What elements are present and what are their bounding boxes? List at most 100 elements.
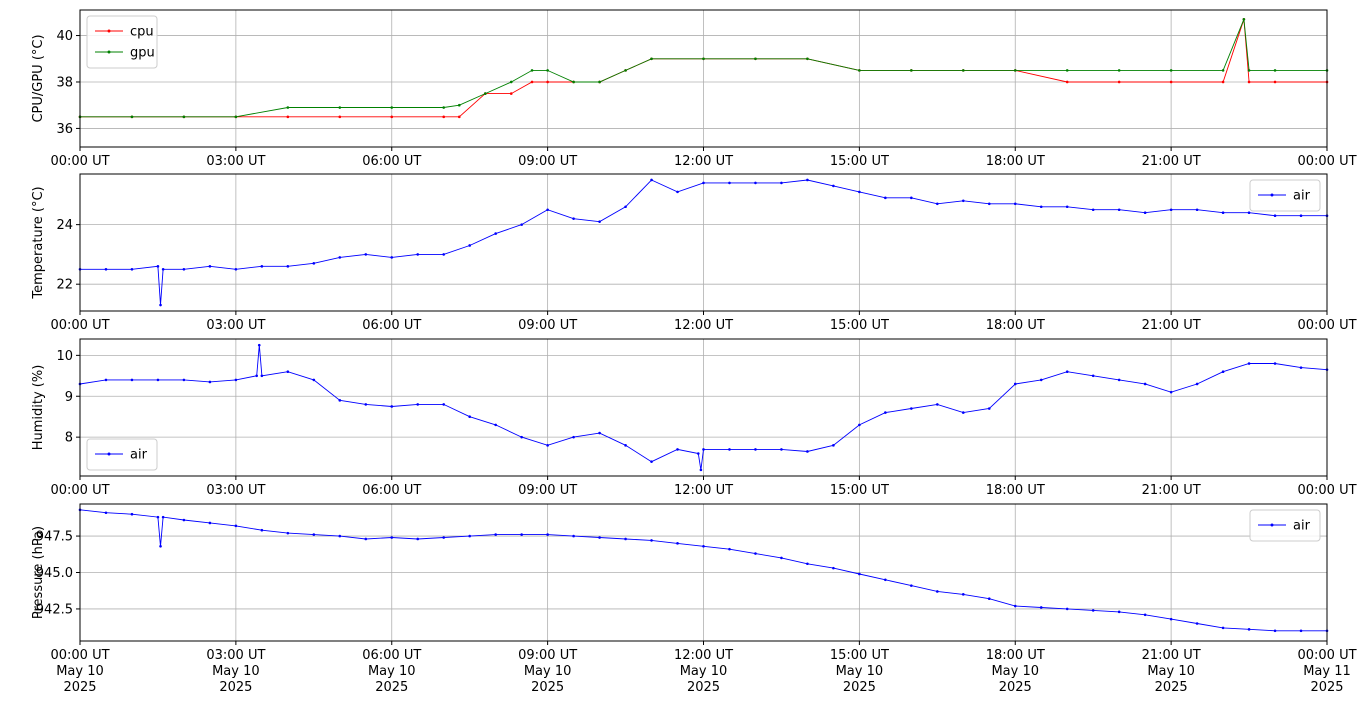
data-point-gpu bbox=[1273, 69, 1277, 72]
data-point-air bbox=[1065, 607, 1069, 611]
data-point-air bbox=[1247, 211, 1251, 215]
data-point-cpu bbox=[286, 115, 290, 119]
y-tick-label: 36 bbox=[56, 122, 73, 137]
data-point-air bbox=[884, 411, 887, 414]
data-point-gpu bbox=[509, 80, 513, 84]
data-point-air bbox=[728, 448, 731, 451]
data-point-gpu bbox=[1169, 69, 1173, 72]
legend-box bbox=[86, 438, 158, 471]
x-tick-label: 03:00 UT May 10 2025 bbox=[206, 648, 265, 695]
x-tick-label: 00:00 UT May 11 2025 bbox=[1297, 648, 1356, 695]
data-point-air bbox=[104, 511, 108, 515]
data-point-cpu bbox=[546, 80, 549, 84]
x-tick-label: 15:00 UT May 10 2025 bbox=[830, 648, 889, 695]
data-point-air bbox=[858, 190, 861, 194]
data-point-air bbox=[468, 534, 471, 538]
data-point-gpu bbox=[234, 115, 238, 119]
data-point-air bbox=[286, 370, 290, 374]
chart-panel-3: 00:00 UT 03:00 UT 06:00 UT 09:00 UT 12:00 UT… bbox=[31, 338, 1357, 498]
data-point-air bbox=[1039, 606, 1043, 609]
legend: air bbox=[86, 438, 158, 471]
data-point-cpu bbox=[1169, 80, 1173, 84]
legend-marker-air bbox=[1270, 193, 1274, 197]
data-point-air bbox=[1273, 214, 1277, 217]
data-point-air bbox=[390, 256, 394, 259]
data-point-air bbox=[159, 303, 162, 307]
data-point-air bbox=[130, 378, 134, 382]
data-point-air bbox=[520, 533, 523, 536]
data-point-air bbox=[858, 572, 861, 576]
data-point-air bbox=[624, 444, 627, 447]
data-point-air bbox=[546, 533, 549, 536]
data-point-air bbox=[312, 533, 316, 536]
data-point-air bbox=[598, 431, 601, 435]
data-point-air bbox=[1247, 362, 1251, 365]
legend-label-air: air bbox=[130, 448, 148, 463]
x-tick-label: 09:00 UT bbox=[518, 318, 577, 333]
data-point-air bbox=[390, 536, 394, 539]
data-point-air bbox=[858, 423, 861, 427]
data-point-air bbox=[987, 597, 991, 601]
x-tick-label: 21:00 UT May 10 2025 bbox=[1142, 648, 1201, 695]
x-tick-label: 21:00 UT bbox=[1142, 154, 1201, 169]
data-point-air bbox=[832, 566, 835, 570]
chart-panel-1: 00:00 UT 03:00 UT 06:00 UT 09:00 UT 12:00 UT… bbox=[31, 9, 1357, 169]
data-point-air bbox=[1273, 629, 1277, 633]
data-point-air bbox=[1195, 622, 1199, 625]
data-point-air bbox=[987, 407, 991, 410]
legend-marker-air bbox=[107, 452, 111, 456]
y-tick-label: 24 bbox=[56, 218, 73, 233]
x-tick-label: 00:00 UT bbox=[1297, 154, 1356, 169]
data-point-gpu bbox=[483, 92, 487, 95]
data-point-air bbox=[208, 265, 212, 268]
data-point-gpu bbox=[1221, 69, 1225, 72]
x-tick-label: 00:00 UT May 10 2025 bbox=[50, 648, 109, 695]
x-tick-label: 21:00 UT bbox=[1142, 483, 1201, 498]
data-point-gpu bbox=[650, 57, 653, 61]
y-tick-label: 8 bbox=[65, 431, 73, 446]
data-point-gpu bbox=[572, 80, 575, 84]
x-tick-label: 15:00 UT bbox=[830, 318, 889, 333]
data-point-air bbox=[624, 537, 627, 541]
data-point-air bbox=[1143, 613, 1147, 617]
legend-label-gpu: gpu bbox=[130, 46, 155, 61]
legend-box bbox=[1249, 509, 1321, 542]
data-point-air bbox=[182, 518, 186, 522]
x-tick-label: 03:00 UT bbox=[206, 154, 265, 169]
data-point-air bbox=[676, 448, 679, 451]
data-point-gpu bbox=[624, 69, 627, 72]
data-point-air bbox=[520, 223, 523, 226]
data-point-air bbox=[1221, 626, 1225, 630]
data-point-air bbox=[884, 196, 887, 200]
data-point-cpu bbox=[457, 115, 461, 119]
data-point-air bbox=[754, 552, 757, 555]
data-point-gpu bbox=[390, 106, 394, 109]
y-tick-label: 9 bbox=[65, 390, 73, 405]
data-point-air bbox=[676, 542, 679, 545]
chart-panel-2: 00:00 UT 03:00 UT 06:00 UT 09:00 UT 12:00 UT… bbox=[31, 173, 1357, 333]
data-point-air bbox=[1195, 382, 1199, 386]
y-tick-label: 942.5 bbox=[36, 602, 73, 617]
data-point-air bbox=[234, 524, 238, 528]
x-tick-label: 15:00 UT bbox=[830, 154, 889, 169]
x-tick-label: 09:00 UT bbox=[518, 154, 577, 169]
y-axis-label: Pressure (hPa) bbox=[31, 526, 46, 619]
x-tick-label: 06:00 UT May 10 2025 bbox=[362, 648, 421, 695]
data-point-air bbox=[1117, 208, 1121, 212]
legend-label-air: air bbox=[1293, 519, 1311, 534]
data-point-air bbox=[1169, 390, 1173, 394]
data-point-gpu bbox=[754, 57, 757, 61]
data-point-air bbox=[130, 268, 134, 271]
legend: cpu gpu bbox=[86, 15, 158, 69]
data-point-cpu bbox=[338, 115, 342, 119]
data-point-cpu bbox=[1221, 80, 1225, 84]
data-point-gpu bbox=[130, 115, 134, 119]
data-point-air bbox=[1143, 211, 1147, 215]
data-point-air bbox=[416, 253, 420, 256]
data-point-air bbox=[572, 435, 575, 439]
data-point-air bbox=[936, 403, 939, 406]
data-point-air bbox=[702, 448, 705, 451]
data-point-air bbox=[1221, 211, 1225, 215]
data-point-gpu bbox=[286, 106, 290, 109]
